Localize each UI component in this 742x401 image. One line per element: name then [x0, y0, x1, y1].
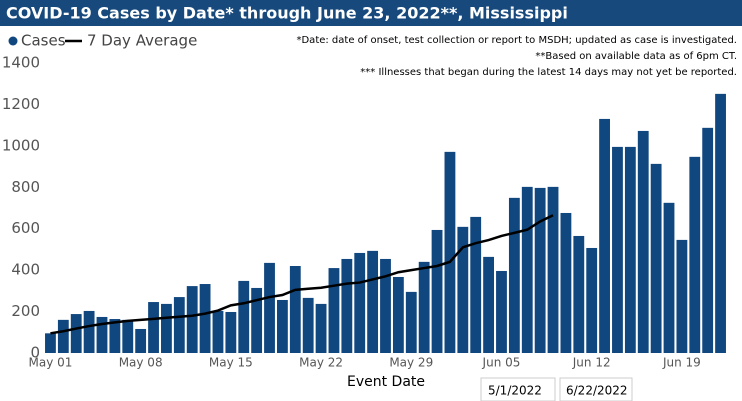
bar	[508, 197, 520, 353]
bar	[496, 270, 507, 353]
y-tick-label: 0	[30, 344, 40, 362]
legend-label: Cases	[21, 32, 66, 50]
date-start: 5/1/2022	[488, 384, 542, 398]
bar	[148, 302, 159, 353]
y-tick-label: 200	[11, 302, 40, 320]
legend-marker	[8, 36, 18, 46]
x-tick-label: May 15	[209, 356, 253, 370]
y-tick-label: 1400	[2, 54, 40, 72]
title-bar	[0, 0, 742, 26]
bar	[457, 226, 469, 353]
bar	[264, 262, 275, 353]
bar	[521, 186, 533, 353]
x-tick-label: Jun 05	[482, 356, 521, 370]
y-tick-label: 1000	[2, 136, 40, 154]
bar	[367, 250, 379, 353]
note: *Date: date of onset, test collection or…	[296, 35, 737, 46]
y-tick-label: 1200	[2, 95, 40, 113]
bar	[57, 319, 69, 353]
bar	[225, 311, 237, 353]
bar	[380, 258, 391, 353]
bar	[612, 146, 623, 353]
bar	[418, 261, 430, 353]
y-tick-label: 400	[11, 261, 40, 279]
date-end: 6/22/2022	[566, 384, 628, 398]
bar	[328, 268, 340, 353]
bar	[135, 328, 147, 353]
bar	[276, 299, 288, 353]
bar	[83, 310, 95, 353]
bar	[560, 212, 572, 353]
bar	[96, 316, 108, 353]
bar	[405, 291, 417, 353]
bar	[354, 252, 366, 353]
bar	[573, 235, 585, 353]
bar	[676, 239, 688, 353]
bar	[161, 303, 172, 353]
bar	[715, 93, 726, 353]
x-tick-label: May 08	[119, 356, 163, 370]
bar	[599, 118, 610, 353]
bar	[547, 186, 559, 353]
date-slicer[interactable]	[480, 377, 556, 401]
bar	[199, 284, 211, 353]
bar	[122, 319, 134, 353]
bar	[238, 280, 250, 353]
chart-title: COVID-19 Cases by Date* through June 23,…	[6, 4, 568, 23]
bar	[534, 187, 546, 353]
x-axis-label: Event Date	[347, 374, 425, 390]
bar	[212, 310, 224, 353]
x-tick-label: Jun 12	[572, 356, 611, 370]
bar	[483, 256, 495, 353]
y-tick-label: 800	[11, 178, 40, 196]
legend-label: 7 Day Average	[87, 32, 197, 50]
average-line	[50, 214, 554, 335]
bar	[650, 163, 662, 353]
bar	[702, 127, 714, 353]
bar	[315, 303, 327, 353]
bar	[624, 146, 636, 353]
bar	[689, 156, 701, 353]
bar	[302, 297, 314, 353]
x-tick-label: May 22	[299, 356, 343, 370]
bar	[392, 276, 404, 353]
x-tick-label: May 29	[389, 356, 433, 370]
bar	[586, 247, 598, 353]
bar	[45, 333, 56, 353]
bar	[444, 151, 456, 353]
bar	[663, 202, 675, 353]
bar	[470, 216, 482, 353]
bar	[70, 314, 82, 353]
bar	[251, 287, 263, 353]
bar	[431, 229, 443, 353]
date-slicer[interactable]	[559, 377, 633, 401]
x-tick-label: May 01	[28, 356, 72, 370]
y-tick-label: 600	[11, 219, 40, 237]
note: **Based on available data as of 6pm CT.	[535, 51, 737, 62]
bar	[173, 297, 185, 353]
bar	[341, 258, 353, 353]
note: *** Illnesses that began during the late…	[360, 67, 737, 78]
bar	[186, 286, 198, 353]
x-tick-label: Jun 19	[662, 356, 701, 370]
bar	[637, 130, 649, 353]
bar	[289, 266, 301, 353]
bar	[109, 319, 121, 353]
